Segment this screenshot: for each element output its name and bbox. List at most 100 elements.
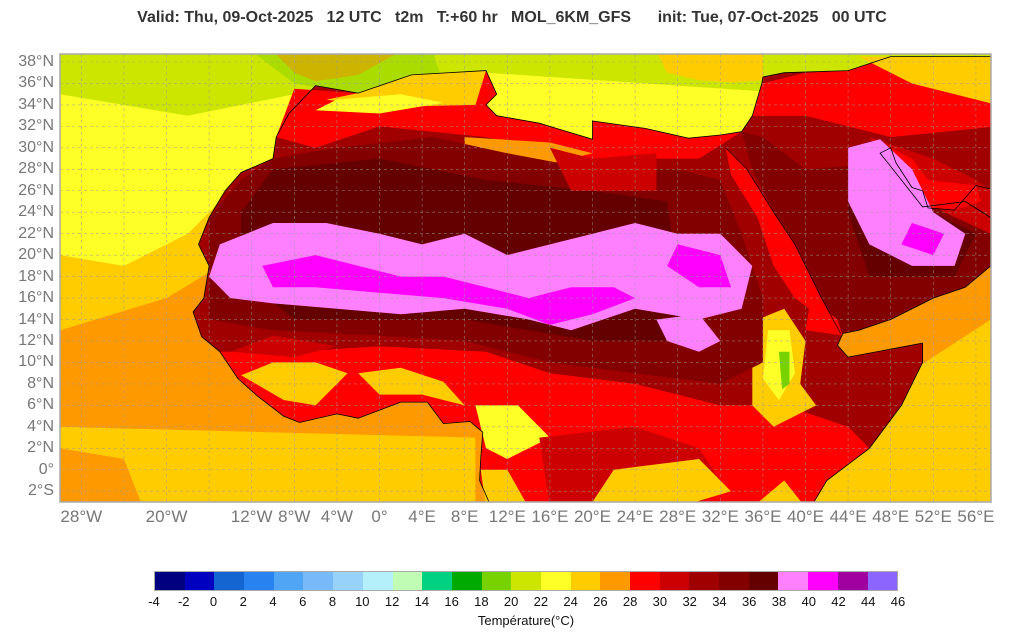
colorbar-tick: 40 xyxy=(801,594,816,609)
lat-label: 22°N xyxy=(18,224,54,242)
lat-label: 0° xyxy=(38,460,54,478)
sudan-pink xyxy=(656,314,721,352)
lat-label: 32°N xyxy=(18,117,54,135)
guinea-red xyxy=(230,335,337,358)
colorbar-bin xyxy=(273,572,304,590)
colorbar-tick: 26 xyxy=(593,594,608,609)
lon-label: 48°E xyxy=(872,507,910,526)
lat-label: 38°N xyxy=(18,53,54,70)
lat-label: 18°N xyxy=(18,267,54,285)
lon-label: 52°E xyxy=(914,507,952,526)
colorbar-bin xyxy=(630,572,660,590)
red-sea-coast xyxy=(725,147,841,334)
colorbar-bin xyxy=(184,572,215,590)
lon-label: 12°E xyxy=(488,507,526,526)
colorbar-tick: 38 xyxy=(771,594,787,609)
lat-label: 34°N xyxy=(18,95,54,113)
gulf-of-guinea-yellow xyxy=(60,426,476,502)
lon-label: 20°W xyxy=(145,507,188,526)
lat-label: 12°N xyxy=(18,331,54,349)
libya-red xyxy=(549,147,657,191)
colorbar-tick: 28 xyxy=(622,594,638,609)
lat-label: 10°N xyxy=(18,353,54,371)
lon-label: 8°W xyxy=(278,507,311,526)
lat-label: 14°N xyxy=(18,310,54,328)
ethiopia-green xyxy=(778,351,790,390)
colorbar-bin xyxy=(837,572,868,590)
map-layers xyxy=(60,54,991,502)
cameroon-yellow xyxy=(475,405,550,459)
colorbar-bin xyxy=(808,572,838,590)
lon-label: 16°E xyxy=(531,507,569,526)
colorbar-tick: 36 xyxy=(741,594,757,609)
colorbar-bin xyxy=(540,572,571,590)
colorbar-bin xyxy=(155,572,185,590)
colorbar-bin xyxy=(719,572,749,590)
colorbar-tick: 0 xyxy=(209,594,218,609)
turkey xyxy=(657,54,763,83)
colorbar-tick: 6 xyxy=(299,594,307,609)
colorbar-bin xyxy=(422,572,452,590)
lat-label: 16°N xyxy=(18,289,54,307)
iberia xyxy=(275,54,396,82)
colorbar-tick: 34 xyxy=(712,594,727,609)
colorbar-bin xyxy=(214,572,245,590)
coast-orange xyxy=(358,367,465,406)
lon-label: 40°E xyxy=(786,507,825,526)
colorbar-tick: 18 xyxy=(474,594,489,609)
colorbar-bin xyxy=(511,572,541,590)
colorbar-bin xyxy=(689,572,720,590)
lon-label: 44°E xyxy=(829,507,867,526)
lat-label: 8°N xyxy=(27,374,54,392)
lon-label: 28°W xyxy=(60,507,103,526)
colorbar-tick: 4 xyxy=(269,594,277,609)
colorbar-tick: 24 xyxy=(563,594,578,609)
danakil-red xyxy=(805,298,843,336)
lon-label: 20°E xyxy=(573,507,612,526)
lat-label: 2°N xyxy=(27,439,54,457)
colorbar-bin xyxy=(867,572,898,590)
hot-belt-magenta xyxy=(262,255,636,325)
colorbar-tick: 22 xyxy=(533,594,549,609)
iran-yellow xyxy=(858,56,991,104)
colorbar-tick: -2 xyxy=(177,594,190,609)
colorbar-bin xyxy=(303,572,334,590)
lat-label: 4°N xyxy=(27,417,54,435)
colorbar-bin xyxy=(748,572,779,590)
lon-label: 12°W xyxy=(230,507,273,526)
colorbar-bin xyxy=(362,572,393,590)
colorbar-tick: 8 xyxy=(328,594,337,609)
lon-label: 0° xyxy=(371,507,388,526)
ocean-orange-sw xyxy=(60,448,141,502)
colorbar-bin xyxy=(600,572,630,590)
lon-label: 56°E xyxy=(957,507,995,526)
lon-label: 8°E xyxy=(450,507,479,526)
lat-label: 26°N xyxy=(18,181,54,199)
colorbar-bin xyxy=(481,572,512,590)
lon-label: 28°E xyxy=(659,507,697,526)
colorbar-title: Température(°C) xyxy=(477,613,575,628)
colorbar-tick: 20 xyxy=(503,594,519,609)
lat-label: 6°N xyxy=(27,396,54,414)
lon-label: 4°W xyxy=(320,507,354,526)
colorbar-tick: 46 xyxy=(890,594,906,609)
lon-label: 32°E xyxy=(701,507,739,526)
colorbar xyxy=(154,571,898,591)
lat-label: 36°N xyxy=(18,74,54,92)
colorbar-bin xyxy=(244,572,274,590)
lon-label: 36°E xyxy=(744,507,782,526)
colorbar-tick: 42 xyxy=(831,594,846,609)
colorbar-bin xyxy=(451,572,482,590)
colorbar-tick: 30 xyxy=(652,594,668,609)
lat-label: 24°N xyxy=(18,203,54,221)
colorbar-tick: 32 xyxy=(682,594,697,609)
colorbar-tick: 44 xyxy=(861,594,876,609)
lat-label: 30°N xyxy=(18,138,54,156)
map-frame xyxy=(59,53,992,503)
colorbar-tick: 2 xyxy=(239,594,247,609)
colorbar-bin xyxy=(333,572,363,590)
coastline xyxy=(192,56,991,502)
colorbar-tick: 14 xyxy=(414,594,430,609)
lon-label: 4°E xyxy=(408,507,436,526)
